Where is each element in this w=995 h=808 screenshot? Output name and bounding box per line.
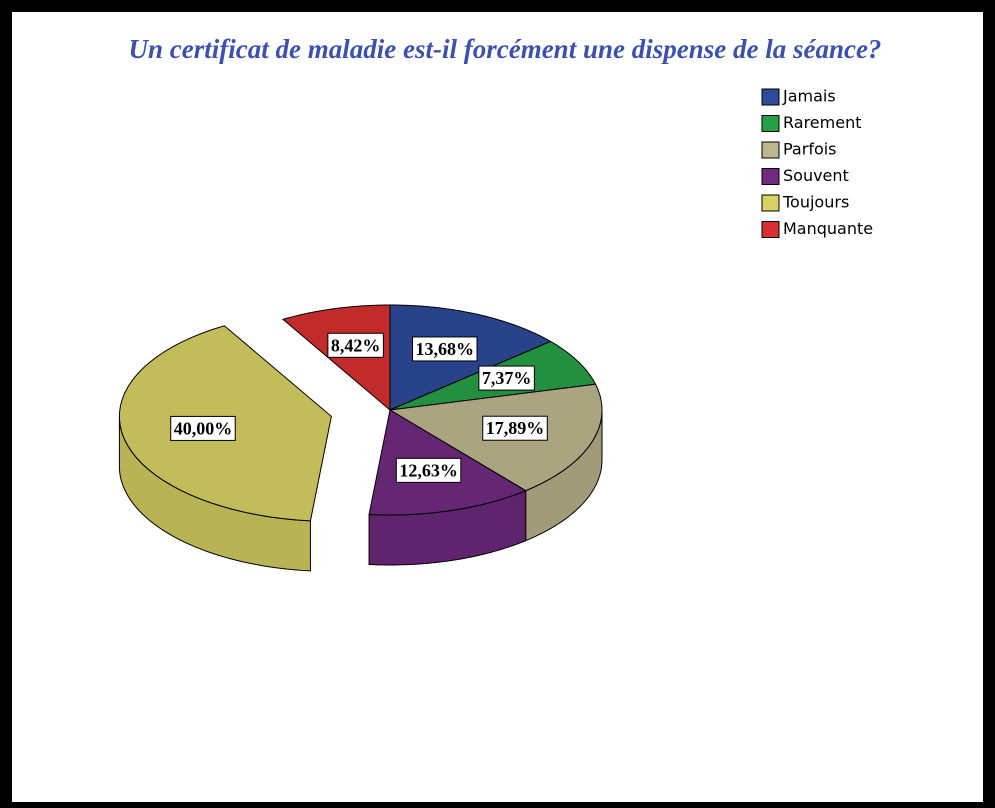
legend-swatch [761,88,780,106]
value-label: 7,37% [482,368,532,388]
value-label: 8,42% [331,335,381,355]
legend-swatch [761,194,780,212]
value-label-box [412,336,478,362]
value-label: 40,00% [174,418,233,438]
legend-label: Rarement [783,113,861,132]
legend-swatch [761,221,780,238]
legend-label: Jamais [782,87,836,106]
value-label: 12,63% [399,460,458,480]
value-label-box [327,332,384,358]
legend-label: Toujours [782,193,849,212]
value-label-box [395,457,462,483]
value-label-box [478,365,535,391]
value-label: 13,68% [416,339,475,359]
value-label: 17,89% [486,418,545,438]
legend-label: Souvent [783,166,849,185]
value-label-box [170,415,236,441]
legend-label: Manquante [783,219,873,238]
value-label-box [482,415,548,441]
legend-swatch [761,141,780,159]
chart-title: Un certificat de maladie est-il forcémen… [129,34,882,64]
legend-swatch [761,168,780,185]
legend-swatch [761,115,780,132]
legend-label: Parfois [783,140,837,159]
